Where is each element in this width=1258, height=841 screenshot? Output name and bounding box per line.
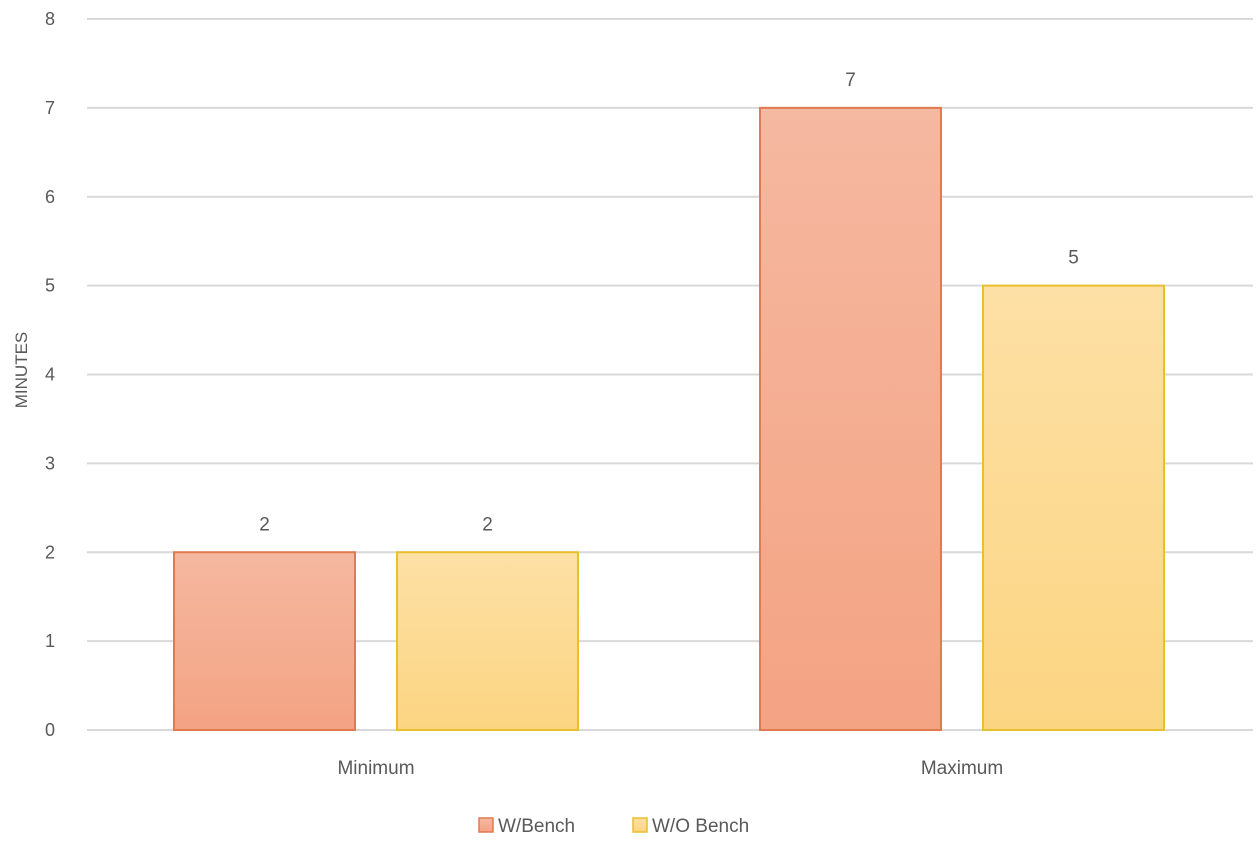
y-tick-label: 4 — [45, 365, 55, 385]
bar — [982, 284, 1165, 731]
data-labels: 2 2 7 5 — [259, 70, 1079, 535]
x-category-label: Maximum — [921, 758, 1003, 779]
data-label: 7 — [845, 70, 856, 91]
y-tick-label: 0 — [45, 720, 55, 740]
y-axis-title: MINUTES — [12, 332, 31, 409]
bar — [173, 551, 356, 731]
y-axis-tick-labels: 0 1 2 3 4 5 6 7 8 — [45, 9, 55, 740]
y-tick-label: 5 — [45, 276, 55, 296]
y-tick-label: 1 — [45, 631, 55, 651]
y-tick-label: 3 — [45, 453, 55, 473]
y-tick-label: 7 — [45, 98, 55, 118]
bar — [396, 551, 579, 731]
data-label: 2 — [482, 514, 493, 535]
bars — [173, 106, 1165, 731]
legend: W/Bench W/O Bench — [478, 816, 749, 837]
data-label: 2 — [259, 514, 270, 535]
data-label: 5 — [1068, 248, 1079, 269]
legend-swatch — [478, 817, 494, 833]
legend-label: W/Bench — [498, 816, 575, 837]
x-axis-category-labels: Minimum Maximum — [337, 758, 1003, 779]
y-tick-label: 6 — [45, 187, 55, 207]
legend-item: W/O Bench — [632, 816, 749, 837]
legend-swatch — [632, 817, 648, 833]
bar — [759, 106, 942, 731]
legend-label: W/O Bench — [652, 816, 749, 837]
y-tick-label: 8 — [45, 9, 55, 29]
y-tick-label: 2 — [45, 542, 55, 562]
x-category-label: Minimum — [337, 758, 414, 779]
legend-item: W/Bench — [478, 816, 575, 837]
